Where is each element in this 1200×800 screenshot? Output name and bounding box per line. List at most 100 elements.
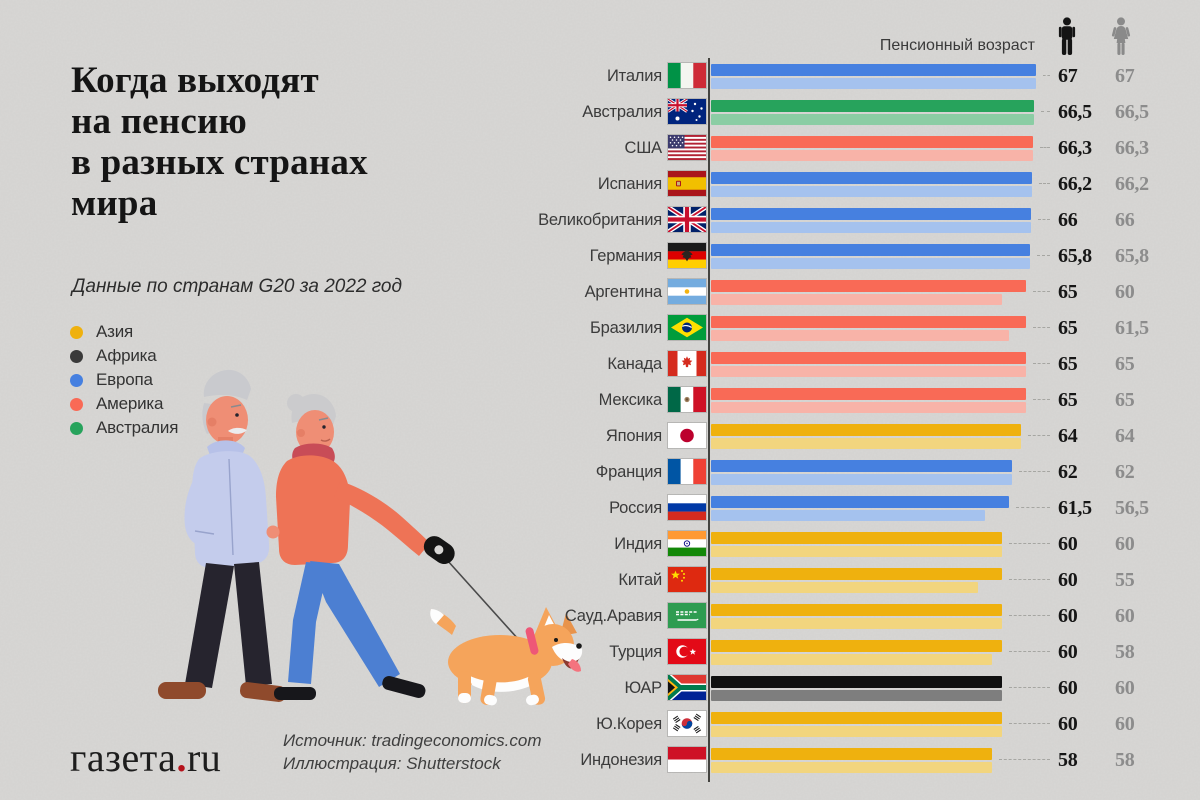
legend-label: Азия: [96, 322, 134, 341]
country-row: ЮАР 60 60: [0, 670, 1200, 706]
country-label: Аргентина: [584, 283, 663, 301]
country-label: Италия: [607, 67, 662, 85]
legend: Азия Африка Европа Америка Австралия: [70, 322, 178, 437]
flag-india-icon: [668, 531, 706, 556]
male-age-value: 60: [1058, 713, 1078, 735]
country-row: США 66,3 66,3: [0, 130, 1200, 166]
chart-axis-line: [708, 58, 710, 782]
female-age-value: 60: [1115, 533, 1135, 555]
female-bar: [711, 546, 1002, 557]
male-age-value: 65: [1058, 317, 1078, 339]
leader-line: [1043, 75, 1050, 76]
male-bar: [711, 424, 1021, 436]
female-age-value: 58: [1115, 641, 1135, 663]
male-bar: [711, 280, 1026, 292]
female-age-value: 60: [1115, 605, 1135, 627]
country-label: Австралия: [582, 103, 662, 121]
male-age-value: 66,5: [1058, 101, 1092, 123]
male-age-value: 61,5: [1058, 497, 1092, 519]
flag-brazil-icon: [668, 315, 706, 340]
country-label: ЮАР: [624, 679, 662, 697]
female-age-value: 60: [1115, 713, 1135, 735]
illustration-credit: Иллюстрация: Shutterstock: [283, 754, 501, 773]
legend-label: Европа: [96, 370, 153, 389]
country-label: Бразилия: [590, 319, 662, 337]
flag-indonesia-icon: [668, 747, 706, 772]
female-bar: [711, 294, 1002, 305]
flag-usa-icon: [668, 135, 706, 160]
leader-line: [1033, 363, 1050, 364]
logo-part1: газета: [70, 735, 177, 780]
male-bar: [711, 748, 992, 760]
female-bar: [711, 654, 992, 665]
legend-item-asia: Азия: [70, 322, 178, 341]
female-age-value: 64: [1115, 425, 1135, 447]
flag-mexico-icon: [668, 387, 706, 412]
flag-argentina-icon: [668, 279, 706, 304]
logo-part2: ru: [186, 735, 222, 780]
male-bar: [711, 136, 1033, 148]
flag-australia-icon: [668, 99, 706, 124]
female-age-value: 62: [1115, 461, 1135, 483]
male-bar: [711, 712, 1002, 724]
corgi-dog: [430, 607, 583, 706]
leader-line: [1019, 471, 1050, 472]
legend-dot-america-icon: [70, 397, 83, 411]
female-bar: [711, 582, 978, 593]
country-label: США: [624, 139, 663, 157]
male-bar: [711, 208, 1031, 220]
male-age-value: 60: [1058, 677, 1078, 699]
female-bar: [711, 114, 1034, 125]
male-bar: [711, 640, 1002, 652]
axis-title: Пенсионный возраст: [879, 37, 1035, 54]
legend-label: Америка: [96, 394, 164, 413]
legend-dot-africa-icon: [70, 349, 83, 363]
male-bar: [711, 388, 1026, 400]
male-bar: [711, 604, 1002, 616]
female-age-value: 65: [1115, 389, 1135, 411]
leader-line: [1038, 219, 1050, 220]
female-bar: [711, 726, 1002, 737]
country-row: Индонезия 58 58: [0, 742, 1200, 778]
flag-south-africa-icon: [668, 675, 706, 700]
country-row: Сауд.Аравия 60 60: [0, 598, 1200, 634]
leader-line: [1009, 651, 1050, 652]
country-row: Канада 65 65: [0, 346, 1200, 382]
leader-line: [1041, 111, 1050, 112]
legend-item-america: Америка: [70, 394, 178, 413]
country-row: Испания 66,2 66,2: [0, 166, 1200, 202]
country-label: Индия: [614, 535, 662, 553]
male-age-value: 62: [1058, 461, 1078, 483]
male-bar: [711, 676, 1002, 688]
male-age-value: 67: [1058, 65, 1078, 87]
male-age-value: 64: [1058, 425, 1078, 447]
leader-line: [1033, 327, 1050, 328]
country-row: Австралия 66,5 66,5: [0, 94, 1200, 130]
subtitle: Данные по странам G20 за 2022 год: [72, 276, 402, 297]
female-bar: [711, 366, 1026, 377]
country-row: Бразилия 65 61,5: [0, 310, 1200, 346]
country-label: Сауд.Аравия: [564, 607, 662, 625]
male-bar: [711, 172, 1032, 184]
legend-dot-europe-icon: [70, 373, 83, 387]
leader-line: [1033, 399, 1050, 400]
male-bar: [711, 244, 1030, 256]
flag-italy-icon: [668, 63, 706, 88]
leader-line: [1009, 687, 1050, 688]
flag-germany-icon: [668, 243, 706, 268]
flag-canada-icon: [668, 351, 706, 376]
male-age-value: 66: [1058, 209, 1078, 231]
leader-line: [1040, 147, 1050, 148]
country-label: Франция: [595, 463, 662, 481]
male-age-value: 65: [1058, 389, 1078, 411]
female-bar: [711, 618, 1002, 629]
male-age-value: 60: [1058, 533, 1078, 555]
country-label: Япония: [605, 427, 662, 445]
leader-line: [1033, 291, 1050, 292]
male-age-value: 65: [1058, 281, 1078, 303]
leader-line: [1039, 183, 1050, 184]
country-row: Ю.Корея 60 60: [0, 706, 1200, 742]
flag-japan-icon: [668, 423, 706, 448]
legend-dot-asia-icon: [70, 325, 83, 339]
male-bar: [711, 532, 1002, 544]
